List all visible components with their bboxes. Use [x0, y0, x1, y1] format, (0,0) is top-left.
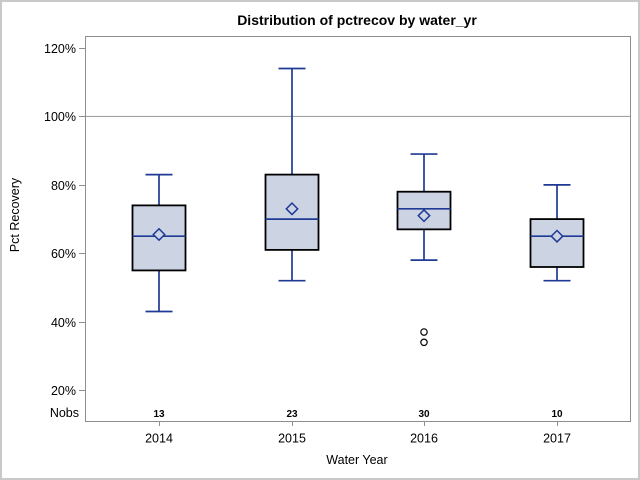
plot-border [85, 36, 631, 422]
chart-title: Distribution of pctrecov by water_yr [237, 12, 477, 28]
y-tick-label: 80% [51, 179, 76, 193]
plot-content: 20% 40% 60% 80% 100% 120% 2014 13 2015 23 2016 30 20… [44, 36, 631, 446]
nobs-value: 30 [418, 409, 430, 420]
box-group-2014 [131, 173, 187, 313]
outlier-point [420, 328, 428, 336]
nobs-value: 13 [153, 409, 165, 420]
nobs-value: 10 [551, 409, 563, 420]
y-tick-label: 60% [51, 247, 76, 261]
box-group-2017 [529, 184, 585, 282]
x-tick-label: 2015 [278, 432, 306, 446]
y-tick-label: 120% [44, 42, 76, 56]
x-tick-label: 2014 [145, 432, 173, 446]
nobs-value: 23 [286, 409, 298, 420]
y-tick-label: 20% [51, 384, 76, 398]
box-group-2015 [264, 67, 320, 282]
y-axis-label: Pct Recovery [8, 177, 22, 252]
y-tick-label: 100% [44, 110, 76, 124]
y-tick-label: 40% [51, 316, 76, 330]
x-tick-label: 2016 [410, 432, 438, 446]
x-axis-label: Water Year [326, 453, 387, 467]
mean-diamond [152, 227, 166, 242]
mean-diamond [550, 229, 564, 243]
mean-diamond [417, 208, 431, 223]
nobs-row-label: Nobs [50, 406, 79, 420]
iqr-box [529, 218, 585, 268]
x-tick-label: 2017 [543, 432, 571, 446]
mean-diamond [285, 202, 299, 216]
box-group-2016 [396, 153, 452, 347]
outlier-point [420, 338, 428, 347]
